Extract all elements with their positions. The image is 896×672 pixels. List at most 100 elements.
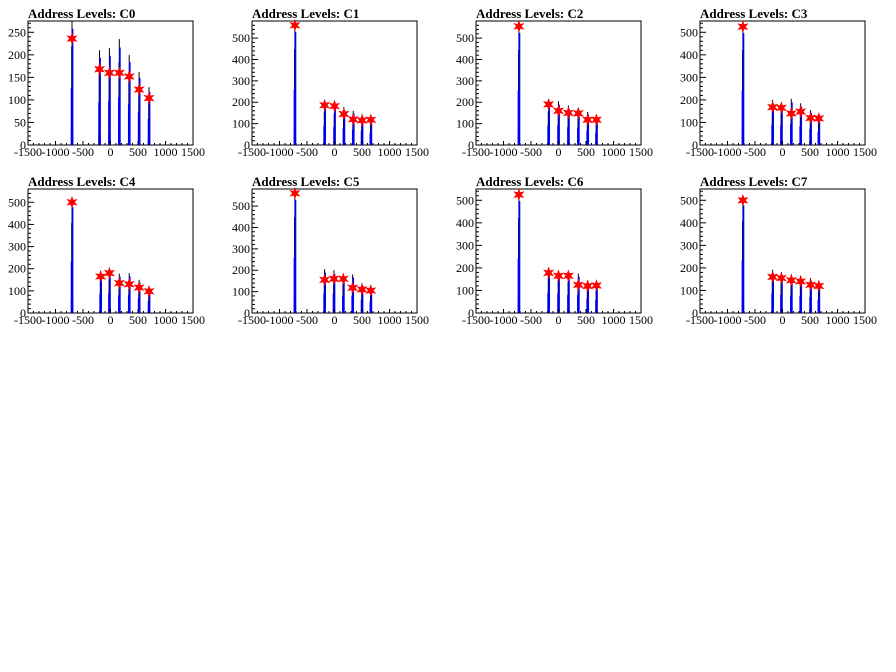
peak-marker	[338, 107, 350, 121]
x-tick-label: 1500	[405, 313, 429, 327]
x-tick-label: -1000	[42, 145, 70, 159]
peak-marker	[562, 106, 574, 120]
peak-marker	[572, 106, 584, 120]
chart-title: Address Levels: C6	[476, 174, 584, 189]
y-tick-label: 0	[468, 138, 474, 152]
chart-title: Address Levels: C2	[476, 6, 583, 21]
peak-marker	[133, 83, 145, 96]
y-tick-label: 500	[232, 31, 250, 45]
peak-marker	[795, 275, 807, 288]
y-tick-label: 150	[8, 70, 26, 84]
peak-marker	[775, 271, 787, 285]
peak-marker	[582, 279, 594, 293]
peak-marker	[337, 272, 349, 286]
chart-panel: Address Levels: C10100200300400500-1500-…	[232, 6, 429, 159]
chart-title: Address Levels: C7	[700, 174, 808, 189]
peak-marker	[328, 272, 340, 286]
peak-marker	[552, 269, 565, 283]
peak-marker	[805, 111, 817, 125]
y-tick-label: 400	[232, 220, 250, 234]
x-tick-label: 1500	[181, 313, 205, 327]
peak-marker	[572, 278, 584, 292]
y-tick-label: 200	[680, 93, 698, 107]
peak-marker	[66, 32, 78, 45]
x-tick-label: -1500	[14, 313, 42, 327]
y-tick-label: 0	[692, 306, 698, 320]
peak-marker	[795, 105, 807, 119]
y-tick-label: 500	[8, 195, 26, 209]
peak-marker	[767, 270, 779, 284]
peak-marker	[356, 114, 368, 127]
x-tick-label: -500	[72, 145, 94, 159]
peak-marker	[590, 279, 602, 292]
peak-marker	[785, 273, 797, 287]
peak-marker	[289, 186, 301, 200]
y-tick-label: 100	[232, 117, 250, 131]
peak-marker	[737, 20, 749, 34]
x-tick-label: -500	[520, 145, 542, 159]
peak-marker	[347, 112, 359, 126]
peak-marker	[775, 101, 787, 115]
peak-marker	[123, 277, 135, 291]
chart-panel: Address Levels: C20100200300400500-1500-…	[456, 6, 653, 159]
x-tick-label: 1000	[378, 313, 402, 327]
chart-panel: Address Levels: C50100200300400500-1500-…	[232, 174, 429, 327]
x-tick-label: 1500	[405, 145, 429, 159]
x-tick-label: 500	[353, 145, 371, 159]
peak-marker	[513, 188, 525, 202]
y-tick-label: 100	[232, 285, 250, 299]
x-tick-label: 1500	[629, 145, 653, 159]
peak-marker	[113, 276, 125, 290]
peak-marker	[365, 284, 377, 297]
x-tick-label: -1500	[686, 145, 714, 159]
x-tick-label: 500	[129, 145, 147, 159]
x-tick-label: -1000	[714, 145, 742, 159]
peak-marker	[513, 19, 525, 33]
chart-panel: Address Levels: C70100200300400500-1500-…	[680, 174, 877, 327]
x-tick-label: 0	[332, 145, 338, 159]
y-tick-label: 200	[680, 261, 698, 275]
peak-marker	[543, 266, 555, 280]
y-tick-label: 400	[8, 217, 26, 231]
x-tick-label: 500	[577, 145, 595, 159]
peak-marker	[143, 284, 155, 298]
chart-panel: Address Levels: C60100200300400500-1500-…	[456, 174, 653, 327]
x-tick-label: -1000	[266, 145, 294, 159]
x-tick-label: 1000	[154, 313, 178, 327]
y-tick-label: 500	[680, 193, 698, 207]
y-tick-label: 400	[456, 52, 474, 66]
peak-marker	[347, 281, 359, 295]
y-tick-label: 300	[456, 238, 474, 252]
peak-marker	[133, 281, 145, 294]
y-tick-label: 100	[456, 117, 474, 131]
x-tick-label: -1000	[714, 313, 742, 327]
y-tick-label: 100	[680, 115, 698, 129]
x-tick-label: -1500	[462, 313, 490, 327]
peak-marker	[123, 70, 135, 83]
x-tick-label: -1500	[14, 145, 42, 159]
peak-marker	[767, 100, 779, 114]
x-tick-label: 500	[129, 313, 147, 327]
chart-title: Address Levels: C0	[28, 6, 135, 21]
x-tick-label: 0	[780, 145, 786, 159]
y-tick-label: 400	[232, 52, 250, 66]
y-tick-label: 100	[680, 283, 698, 297]
x-tick-label: 0	[108, 145, 114, 159]
x-tick-label: 1000	[826, 145, 850, 159]
y-tick-label: 100	[8, 93, 26, 107]
x-tick-label: 500	[801, 313, 819, 327]
x-tick-label: -500	[296, 313, 318, 327]
y-tick-label: 100	[456, 283, 474, 297]
y-tick-label: 400	[680, 216, 698, 230]
y-tick-label: 0	[244, 138, 250, 152]
x-tick-label: 0	[556, 313, 562, 327]
chart-panel: Address Levels: C0 0 50 100 150 200 250 -1500 -1…	[8, 6, 205, 159]
peak-marker	[319, 98, 331, 112]
chart-title: Address Levels: C3	[700, 6, 808, 21]
x-tick-label: -1500	[686, 313, 714, 327]
x-tick-label: -1500	[462, 145, 490, 159]
peak-marker	[365, 113, 377, 127]
x-tick-label: -1500	[238, 145, 266, 159]
y-tick-label: 200	[232, 263, 250, 277]
peak-marker	[319, 273, 331, 287]
